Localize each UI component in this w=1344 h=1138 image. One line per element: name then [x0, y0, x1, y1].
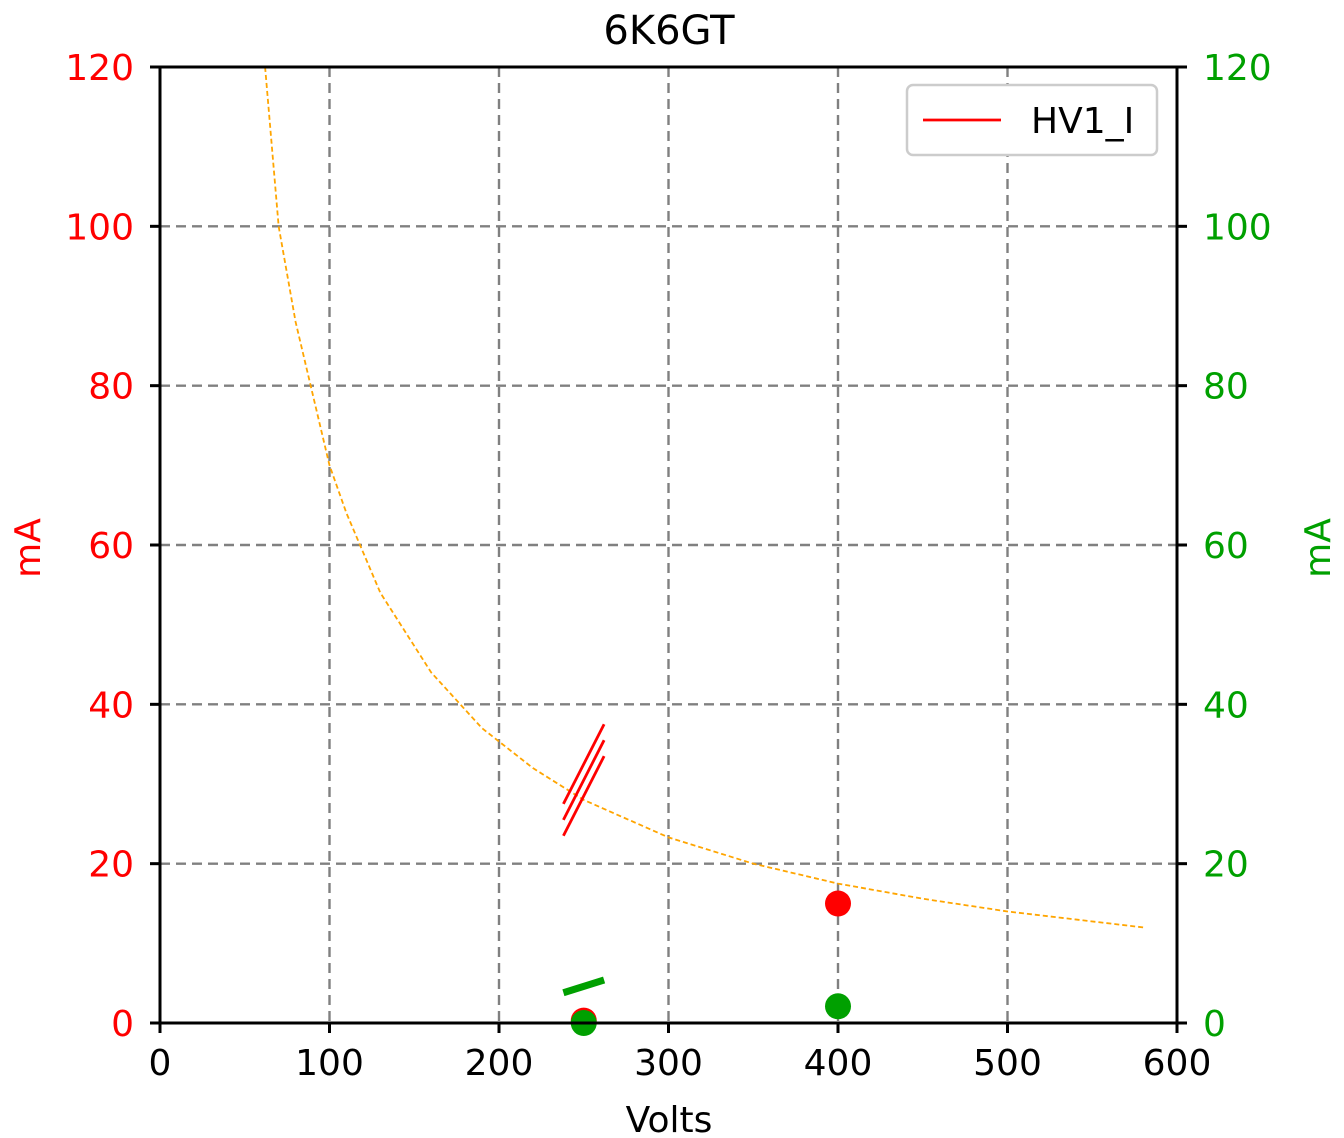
x-tick-label: 200	[465, 1043, 534, 1084]
plot-area	[264, 66, 1144, 1036]
y-left-tick-label: 20	[88, 845, 134, 886]
x-tick-label: 100	[295, 1043, 364, 1084]
y-left-tick-label: 40	[88, 685, 134, 726]
y-left-tick-label: 60	[88, 526, 134, 567]
data-point-left	[825, 890, 851, 917]
axes: 0 100 200 300 400 500 600020406080100120020406…	[65, 48, 1271, 1084]
y-axis-label-left: mA	[8, 518, 49, 578]
series-green-trace-segment	[562, 976, 606, 997]
series-power-limit	[264, 66, 1144, 929]
y-left-tick-label: 120	[65, 48, 134, 89]
y-right-tick-label: 80	[1203, 367, 1249, 408]
legend-label: HV1_I	[1031, 101, 1134, 142]
y-left-tick-label: 100	[65, 207, 134, 248]
x-tick-label: 300	[634, 1043, 703, 1084]
data-point-right	[825, 993, 851, 1020]
y-right-tick-label: 40	[1203, 685, 1249, 726]
y-axis-label-right: mA	[1298, 518, 1339, 578]
legend-frame	[905, 83, 1159, 157]
grid	[160, 67, 1177, 1023]
y-left-tick-label: 0	[111, 1004, 134, 1045]
y-left-tick-label: 80	[88, 367, 134, 408]
y-right-tick-label: 0	[1203, 1004, 1226, 1045]
series-HV1_I-segment	[562, 723, 606, 805]
y-right-tick-label: 100	[1203, 207, 1272, 248]
y-right-tick-label: 120	[1203, 48, 1272, 89]
chart-title: 6K6GT	[603, 8, 735, 54]
x-tick-label: 600	[1143, 1043, 1212, 1084]
legend: HV1_I	[905, 83, 1159, 157]
x-axis-label: Volts	[626, 1100, 713, 1138]
y-right-tick-label: 60	[1203, 526, 1249, 567]
y-right-tick-label: 20	[1203, 845, 1249, 886]
series-HV1_I-segment	[562, 755, 606, 837]
series-HV1_I-segment	[562, 739, 606, 821]
x-tick-label: 0	[149, 1043, 172, 1084]
x-tick-label: 500	[973, 1043, 1042, 1084]
x-tick-label: 400	[804, 1043, 873, 1084]
